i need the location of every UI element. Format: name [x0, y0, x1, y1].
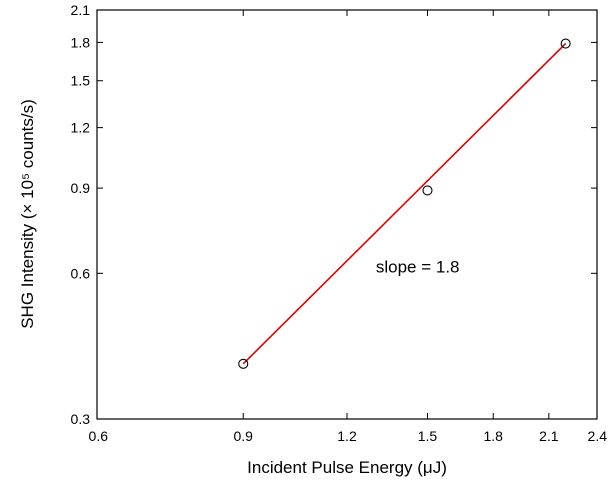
y-tick-label: 2.1 [71, 2, 91, 18]
data-point [238, 358, 249, 369]
x-tick-label: 2.1 [539, 428, 559, 444]
slope-annotation: slope = 1.8 [376, 257, 460, 276]
y-axis-title: SHG Intensity (× 10⁵ counts/s) [18, 99, 37, 329]
fit-line [242, 43, 567, 365]
y-tick-label: 0.9 [71, 180, 91, 196]
y-tick-label: 1.2 [71, 120, 91, 136]
x-tick-label: 0.9 [234, 428, 254, 444]
y-tick-label: 0.3 [71, 411, 91, 427]
y-axis-ticks: 0.3 0.6 0.9 1.2 1.5 1.8 2.1 [71, 2, 597, 427]
data-point [422, 185, 433, 196]
y-tick-label: 1.5 [71, 73, 91, 89]
plot-frame [96, 9, 598, 420]
x-axis-ticks: 0.6 0.9 1.2 1.5 1.8 2.1 2.4 [89, 10, 608, 444]
x-tick-label: 1.8 [484, 428, 504, 444]
y-tick-label: 1.8 [71, 34, 91, 50]
data-point [560, 38, 571, 49]
y-tick-label: 0.6 [71, 265, 91, 281]
x-tick-label: 0.6 [89, 428, 109, 444]
x-tick-label: 2.4 [588, 428, 608, 444]
data-series [238, 38, 571, 369]
x-tick-label: 1.5 [418, 428, 438, 444]
x-tick-label: 1.2 [337, 428, 357, 444]
x-axis-title: Incident Pulse Energy (μJ) [247, 458, 447, 477]
